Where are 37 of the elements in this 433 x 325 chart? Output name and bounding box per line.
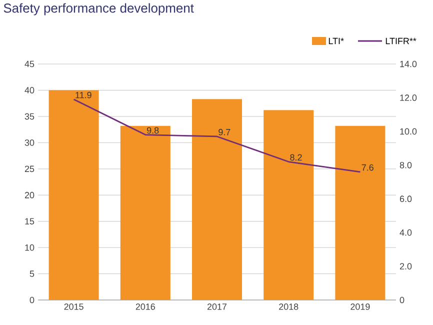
y2-tick-label: 8.0 [400,162,412,168]
y2-tick-label: 2.0 [400,263,412,270]
data-label: 9.8 [147,127,159,134]
y-tick-label: 35 [24,113,34,120]
data-label: 7.6 [362,164,374,171]
y-tick-label: 25 [24,166,34,172]
y-tick-label: 40 [24,87,34,94]
x-tick-label: 2016 [136,304,155,310]
y-tick-label: 20 [24,192,34,198]
x-tick-label: 2015 [64,304,84,310]
x-tick-label: 2017 [207,304,227,310]
y-tick-label: 5 [30,270,34,277]
data-label: 9.7 [218,128,230,136]
legend-label: LTI* [328,38,344,44]
y-tick-label: 10 [25,244,34,251]
y2-tick-label: 10.0 [400,128,417,135]
y-tick-label: 45 [24,60,34,68]
y2-tick-label: 0 [400,296,404,304]
data-label: 11.9 [76,92,92,98]
bar [192,99,242,300]
data-label: 8.2 [290,154,302,161]
y-tick-label: 15 [25,218,34,224]
bar [264,110,314,300]
y-tick-label: 30 [24,139,34,146]
y2-tick-label: 14.0 [400,60,417,68]
y2-tick-label: 4.0 [400,229,412,236]
bar [120,126,170,300]
bar [48,90,99,300]
chart-title: Safety performance development [4,3,194,16]
x-tick-label: 2018 [279,304,298,310]
line-series [73,98,361,173]
x-tick-label: 2019 [350,304,370,310]
y2-tick-label: 12.0 [400,94,417,101]
y-tick-label: 0 [30,296,34,304]
legend-label: LTIFR** [386,38,416,44]
bar [335,126,386,300]
y2-tick-label: 6.0 [400,196,412,202]
